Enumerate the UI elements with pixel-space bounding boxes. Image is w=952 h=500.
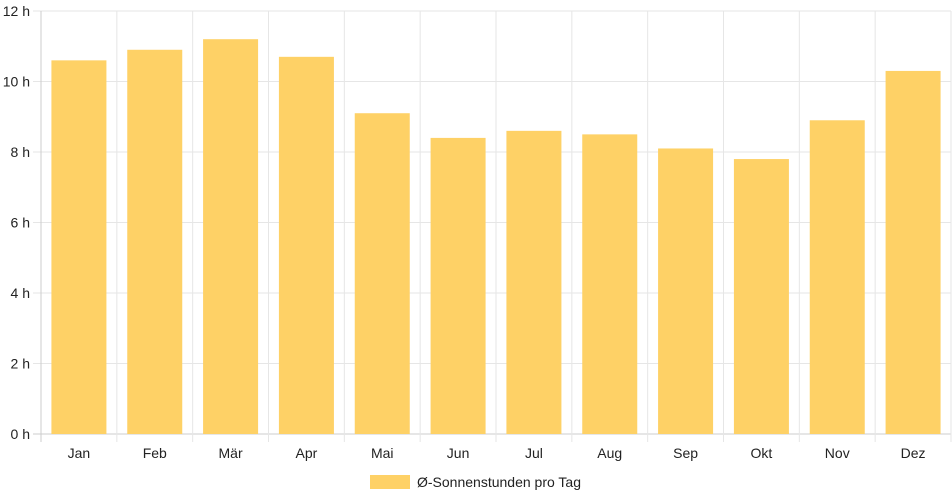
- bar[interactable]: [51, 60, 107, 434]
- y-tick-label: 0 h: [11, 426, 30, 442]
- grid-lines: [33, 10, 952, 442]
- bar[interactable]: [127, 49, 183, 435]
- x-tick-label: Feb: [143, 445, 167, 461]
- bar[interactable]: [658, 148, 714, 434]
- bar[interactable]: [809, 120, 865, 435]
- bar[interactable]: [354, 113, 410, 434]
- x-tick-label: Dez: [901, 445, 926, 461]
- y-tick-label: 8 h: [11, 144, 30, 160]
- legend-label: Ø-Sonnenstunden pro Tag: [417, 474, 581, 490]
- legend[interactable]: Ø-Sonnenstunden pro Tag: [370, 474, 581, 490]
- x-tick-label: Jul: [525, 445, 543, 461]
- bar[interactable]: [733, 159, 789, 435]
- bar[interactable]: [582, 134, 638, 434]
- y-tick-label: 2 h: [11, 356, 30, 372]
- bar[interactable]: [278, 56, 334, 434]
- y-tick-label: 4 h: [11, 285, 30, 301]
- y-tick-label: 10 h: [3, 74, 30, 90]
- y-axis: 0 h 2 h 4 h 6 h 8 h 10 h 12 h: [3, 3, 30, 442]
- y-tick-label: 6 h: [11, 215, 30, 231]
- legend-swatch: [370, 475, 410, 489]
- x-axis: Jan Feb Mär Apr Mai Jun Jul Aug Sep Okt Nov Dez: [68, 445, 926, 461]
- bar[interactable]: [506, 130, 562, 434]
- x-tick-label: Mär: [219, 445, 243, 461]
- bar[interactable]: [430, 137, 486, 434]
- y-tick-label: 12 h: [3, 3, 30, 19]
- x-tick-label: Okt: [751, 445, 773, 461]
- x-tick-label: Apr: [296, 445, 318, 461]
- bar-series: [51, 39, 941, 435]
- x-tick-label: Jun: [447, 445, 470, 461]
- bar[interactable]: [203, 39, 259, 434]
- x-tick-label: Sep: [673, 445, 698, 461]
- bar[interactable]: [885, 70, 941, 435]
- x-tick-label: Nov: [825, 445, 850, 461]
- x-tick-label: Aug: [597, 445, 622, 461]
- x-tick-label: Jan: [68, 445, 91, 461]
- x-tick-label: Mai: [371, 445, 394, 461]
